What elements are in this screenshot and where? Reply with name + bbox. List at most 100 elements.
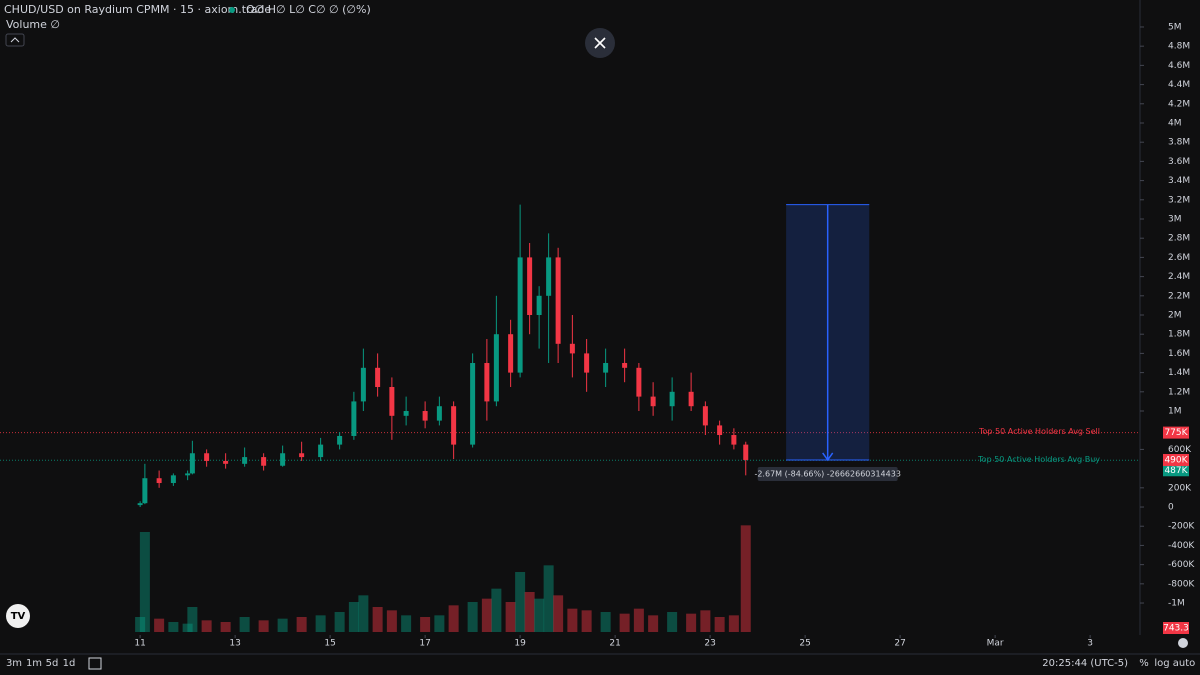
candle-body <box>569 343 575 354</box>
candle-body <box>493 334 499 402</box>
y-tick-label: 2M <box>1168 311 1182 321</box>
x-tick-label: 17 <box>419 639 430 649</box>
volume-bar <box>239 617 250 632</box>
candle-body <box>185 473 191 476</box>
volume-bar <box>154 618 165 632</box>
level-badge <box>1163 464 1189 477</box>
range-button[interactable]: 1m <box>26 658 42 669</box>
level-badge-label: 775K <box>1164 428 1188 438</box>
y-tick-label: 4.8M <box>1168 42 1190 52</box>
volume-bar <box>258 620 269 632</box>
x-tick-label: 3 <box>1087 639 1093 649</box>
candle-body <box>584 353 590 373</box>
volume-bar <box>348 602 359 632</box>
level-badge-label: 487K <box>1164 466 1188 476</box>
candle-body <box>189 453 195 474</box>
candle-body <box>536 295 542 316</box>
y-tick-label: 4.2M <box>1168 99 1190 109</box>
volume-bar <box>714 617 725 632</box>
volume-bar <box>420 617 431 632</box>
ohlc: O∅ H∅ L∅ C∅ ∅ (∅%) <box>246 3 371 16</box>
candle-body <box>223 460 229 464</box>
close-icon <box>594 37 606 49</box>
scale-option[interactable]: auto <box>1173 658 1196 669</box>
volume-bar <box>401 615 412 632</box>
x-tick-label: Mar <box>987 639 1004 649</box>
candle-body <box>156 478 162 484</box>
y-tick-label: 2.8M <box>1168 234 1190 244</box>
volume-bar <box>619 613 630 632</box>
candle-body <box>204 453 210 461</box>
measure-arrowhead <box>822 452 834 462</box>
volume-bar <box>187 607 198 632</box>
candle-body <box>280 453 286 466</box>
y-tick-label: 3M <box>1168 214 1182 224</box>
volume-bar <box>524 592 535 632</box>
volume-bar <box>648 615 659 632</box>
x-tick-label: 19 <box>514 639 526 649</box>
y-tick-label: 3.4M <box>1168 176 1190 186</box>
volume-bar <box>686 613 697 632</box>
candle-body <box>622 363 628 368</box>
range-button[interactable]: 3m <box>6 658 22 669</box>
candle-body <box>527 257 533 316</box>
candle-body <box>351 401 357 436</box>
candle-body <box>731 435 737 445</box>
candle-body <box>743 444 749 460</box>
volume-bar <box>372 607 383 632</box>
status-dot <box>229 7 235 13</box>
volume-bar <box>220 622 231 632</box>
candle-body <box>717 425 723 436</box>
range-button[interactable]: 5d <box>46 658 59 669</box>
level-name: Top 50 Active Holders Avg Buy <box>977 455 1100 464</box>
volume-bar <box>168 622 179 632</box>
candle-body <box>688 391 694 407</box>
candle-body <box>299 453 305 458</box>
volume-bar <box>515 572 526 632</box>
candle-body <box>636 367 642 397</box>
candle-body <box>702 406 708 426</box>
volume-bar <box>296 617 307 632</box>
candle-body <box>422 411 428 421</box>
candle-body <box>403 411 409 416</box>
candle-body <box>517 257 523 373</box>
y-tick-label: 200K <box>1168 483 1192 493</box>
date-range-button[interactable] <box>88 657 102 670</box>
volume-bar <box>467 602 478 632</box>
volume-bar <box>534 598 545 632</box>
y-tick-label: -400K <box>1168 541 1195 551</box>
scale-option[interactable]: log <box>1154 658 1169 669</box>
candle-body <box>389 387 395 416</box>
y-tick-label: 1M <box>1168 407 1182 417</box>
volume-bar <box>600 612 611 632</box>
candle-body <box>142 478 148 504</box>
y-tick-label: 4.6M <box>1168 61 1190 71</box>
y-tick-label: 5M <box>1168 22 1182 32</box>
last-price-badge <box>1163 453 1189 466</box>
y-tick-label: -600K <box>1168 560 1195 570</box>
tv-logo[interactable] <box>6 604 30 628</box>
settings-button[interactable] <box>1178 638 1188 648</box>
volume-bar <box>481 598 492 632</box>
volume-bar <box>135 617 146 632</box>
measure-label-bg <box>757 466 898 481</box>
y-tick-label: 3.6M <box>1168 157 1190 167</box>
candle-body <box>669 391 675 407</box>
measure-label: -2.67M (-84.66%) -26662660314433 <box>754 469 900 478</box>
volume-bar <box>581 610 592 632</box>
volume-bar <box>740 525 751 632</box>
scale-option[interactable]: % <box>1139 658 1149 669</box>
y-tick-label: -200K <box>1168 522 1195 532</box>
y-tick-label: 1.8M <box>1168 330 1190 340</box>
volume-bar <box>700 610 711 632</box>
volume-badge-label: 743.3 <box>1163 624 1189 634</box>
volume-bar <box>667 612 678 632</box>
candle-body <box>650 396 656 407</box>
range-button[interactable]: 1d <box>63 658 76 669</box>
candle-body <box>484 363 490 402</box>
symbol-title: CHUD/USD on Raydium CPMM · 15 · axiom.tr… <box>4 3 271 16</box>
volume-bar <box>491 588 502 632</box>
collapse-button[interactable] <box>5 33 25 47</box>
